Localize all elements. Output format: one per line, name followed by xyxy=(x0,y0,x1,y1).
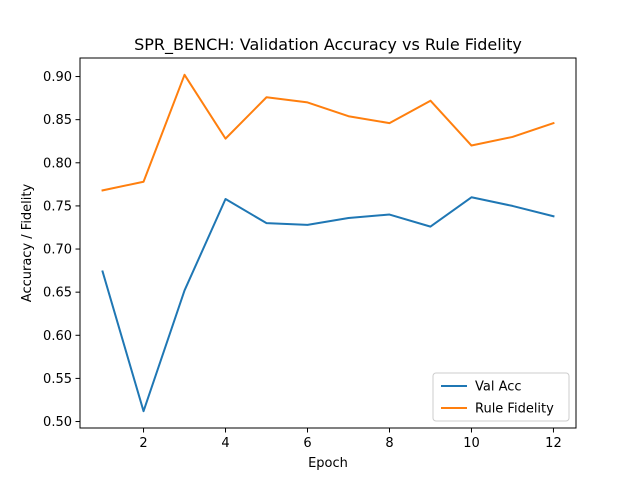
chart-title: SPR_BENCH: Validation Accuracy vs Rule F… xyxy=(134,35,522,55)
y-tick-label: 0.90 xyxy=(43,70,72,85)
x-tick-label: 12 xyxy=(545,436,562,451)
y-axis-label: Accuracy / Fidelity xyxy=(20,183,35,302)
series-line-rule-fidelity xyxy=(101,73,555,192)
legend-label: Rule Fidelity xyxy=(475,402,554,417)
y-tick-label: 0.70 xyxy=(43,243,72,258)
legend: Val Acc Rule Fidelity xyxy=(432,372,570,422)
x-tick-label: 10 xyxy=(463,436,480,451)
x-tick-label: 2 xyxy=(139,436,147,451)
plot-frame xyxy=(79,57,577,429)
legend-label: Val Acc xyxy=(475,380,522,395)
x-tick-label: 8 xyxy=(385,436,393,451)
x-axis: 2 4 6 8 10 12 xyxy=(139,428,562,451)
y-tick-label: 0.65 xyxy=(43,286,72,301)
y-tick-label: 0.85 xyxy=(43,113,72,128)
y-tick-label: 0.60 xyxy=(43,329,72,344)
y-tick-label: 0.75 xyxy=(43,199,72,214)
plot-lines xyxy=(101,73,555,413)
y-tick-label: 0.80 xyxy=(43,156,72,171)
series-line-val-acc xyxy=(101,196,555,413)
y-tick-label: 0.50 xyxy=(43,415,72,430)
x-tick-label: 6 xyxy=(303,436,311,451)
x-tick-label: 4 xyxy=(221,436,229,451)
x-axis-label: Epoch xyxy=(308,456,348,471)
y-tick-label: 0.55 xyxy=(43,372,72,387)
y-axis: 0.50 0.55 0.60 0.65 0.70 0.75 0.80 0.85 0.90 xyxy=(43,70,80,430)
